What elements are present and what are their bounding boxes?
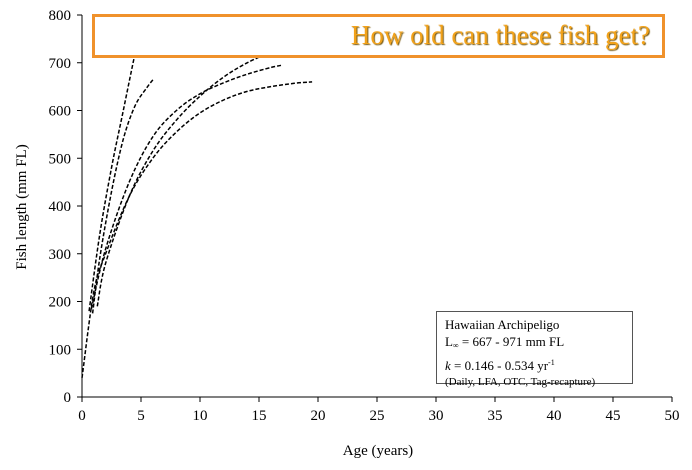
title-banner: How old can these fish get? [92, 14, 665, 58]
k-range: = 0.146 - 0.534 yr [450, 358, 549, 373]
x-tick-label: 5 [137, 408, 145, 424]
x-axis-label: Age (years) [343, 443, 413, 459]
x-tick-label: 45 [606, 408, 621, 424]
k-symbol: k [445, 358, 451, 373]
y-tick-label: 200 [49, 295, 72, 311]
growth-curve-2 [91, 78, 155, 314]
growth-curve-4 [96, 47, 283, 307]
x-tick-label: 25 [370, 408, 385, 424]
x-tick-label: 30 [429, 408, 444, 424]
y-tick-label: 600 [49, 104, 72, 120]
y-tick-label: 500 [49, 151, 72, 167]
x-tick-label: 20 [311, 408, 326, 424]
linf-subscript: ∞ [452, 341, 459, 350]
y-tick-label: 300 [49, 247, 72, 263]
growth-curve-5 [81, 81, 313, 379]
y-axis-label: Fish length (mm FL) [14, 144, 30, 269]
x-tick-label: 0 [78, 408, 86, 424]
chart-ticks: 0 5 10 15 20 25 30 35 40 45 5001002003004005006007… [49, 8, 680, 424]
annotation-methods: (Daily, LFA, OTC, Tag-recapture) [445, 376, 596, 388]
y-tick-label: 800 [49, 8, 72, 24]
annotation-region: Hawaiian Archipeligo [445, 317, 560, 332]
x-tick-label: 50 [665, 408, 680, 424]
y-tick-label: 100 [49, 342, 72, 358]
growth-curve-3 [90, 64, 283, 309]
chart-title: How old can these fish get? [350, 20, 650, 50]
x-tick-label: 40 [547, 408, 562, 424]
y-tick-label: 700 [49, 56, 72, 72]
growth-curve-1 [88, 31, 141, 312]
annotation-linf: L∞ = 667 - 971 mm FL [445, 333, 632, 354]
linf-symbol: L [445, 334, 453, 349]
x-tick-label: 10 [193, 408, 208, 424]
annotation-k: k = 0.146 - 0.534 yr-1 [445, 354, 632, 374]
linf-range: = 667 - 971 mm FL [458, 334, 565, 349]
k-superscript: -1 [548, 358, 555, 367]
y-tick-label: 400 [49, 199, 72, 215]
y-tick-label: 0 [64, 390, 72, 406]
x-tick-label: 35 [488, 408, 503, 424]
annotation-box: Hawaiian Archipeligo L∞ = 667 - 971 mm F… [436, 311, 633, 388]
x-tick-label: 15 [252, 408, 267, 424]
chart-series [81, 31, 313, 379]
